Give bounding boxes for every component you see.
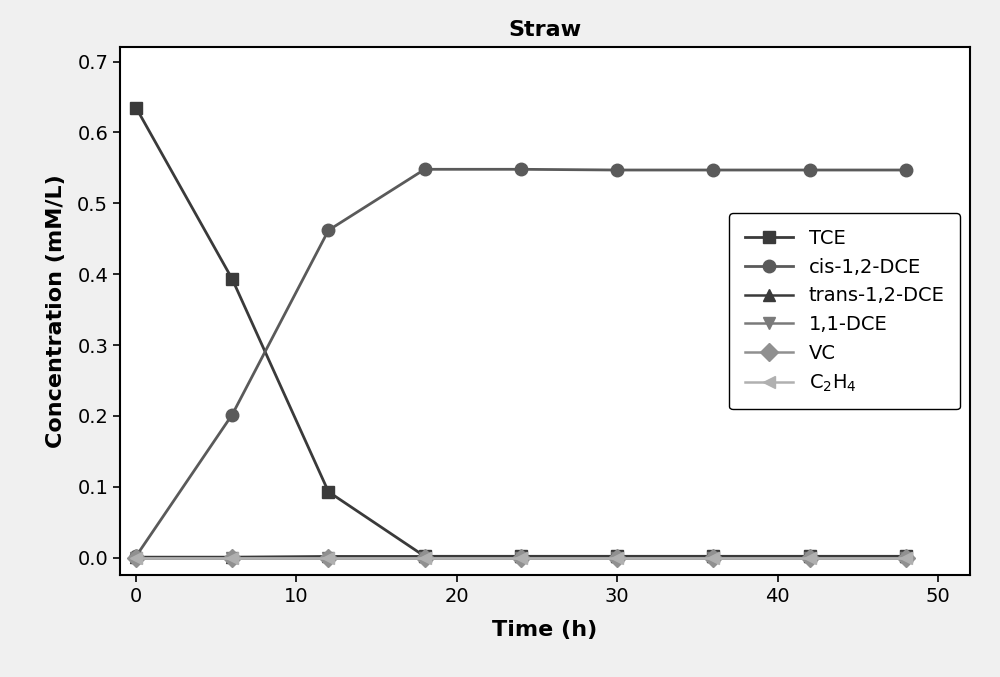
trans-1,2-DCE — [130, 553, 142, 561]
X-axis label: Time (h): Time (h) — [492, 620, 598, 640]
VC — [611, 554, 623, 562]
TCE — [804, 552, 816, 561]
1,1-DCE — [515, 554, 527, 562]
TCE — [419, 552, 431, 561]
Line: trans-1,2-DCE: trans-1,2-DCE — [130, 550, 912, 563]
VC — [707, 554, 719, 562]
TCE — [130, 104, 142, 112]
1,1-DCE — [419, 554, 431, 562]
cis-1,2-DCE — [804, 166, 816, 174]
cis-1,2-DCE — [515, 165, 527, 173]
cis-1,2-DCE — [226, 410, 238, 418]
cis-1,2-DCE — [611, 166, 623, 174]
TCE — [226, 275, 238, 283]
trans-1,2-DCE — [322, 552, 334, 561]
VC — [130, 554, 142, 562]
Line: cis-1,2-DCE: cis-1,2-DCE — [130, 163, 912, 563]
Line: C$_2$H$_4$: C$_2$H$_4$ — [130, 552, 912, 564]
cis-1,2-DCE — [707, 166, 719, 174]
VC — [804, 554, 816, 562]
cis-1,2-DCE — [419, 165, 431, 173]
trans-1,2-DCE — [804, 552, 816, 561]
C$_2$H$_4$ — [322, 554, 334, 562]
cis-1,2-DCE — [130, 552, 142, 561]
Line: TCE: TCE — [130, 102, 912, 563]
TCE — [611, 552, 623, 561]
1,1-DCE — [611, 554, 623, 562]
1,1-DCE — [900, 554, 912, 562]
cis-1,2-DCE — [900, 166, 912, 174]
TCE — [900, 552, 912, 561]
Line: 1,1-DCE: 1,1-DCE — [130, 552, 912, 564]
C$_2$H$_4$ — [611, 554, 623, 562]
1,1-DCE — [322, 554, 334, 562]
TCE — [322, 487, 334, 496]
TCE — [707, 552, 719, 561]
Legend: TCE, cis-1,2-DCE, trans-1,2-DCE, 1,1-DCE, VC, C$_2$H$_4$: TCE, cis-1,2-DCE, trans-1,2-DCE, 1,1-DCE… — [729, 213, 960, 410]
trans-1,2-DCE — [707, 552, 719, 561]
VC — [515, 554, 527, 562]
Y-axis label: Concentration (mM/L): Concentration (mM/L) — [46, 175, 66, 448]
C$_2$H$_4$ — [226, 554, 238, 562]
trans-1,2-DCE — [515, 552, 527, 561]
VC — [226, 554, 238, 562]
1,1-DCE — [707, 554, 719, 562]
C$_2$H$_4$ — [419, 554, 431, 562]
trans-1,2-DCE — [419, 552, 431, 561]
C$_2$H$_4$ — [804, 554, 816, 562]
VC — [419, 554, 431, 562]
C$_2$H$_4$ — [515, 554, 527, 562]
C$_2$H$_4$ — [130, 554, 142, 562]
1,1-DCE — [130, 554, 142, 562]
VC — [322, 554, 334, 562]
Line: VC: VC — [130, 552, 912, 564]
Title: Straw: Straw — [508, 20, 582, 40]
trans-1,2-DCE — [226, 553, 238, 561]
C$_2$H$_4$ — [707, 554, 719, 562]
trans-1,2-DCE — [611, 552, 623, 561]
cis-1,2-DCE — [322, 226, 334, 234]
1,1-DCE — [226, 554, 238, 562]
C$_2$H$_4$ — [900, 554, 912, 562]
1,1-DCE — [804, 554, 816, 562]
TCE — [515, 552, 527, 561]
trans-1,2-DCE — [900, 552, 912, 561]
VC — [900, 554, 912, 562]
